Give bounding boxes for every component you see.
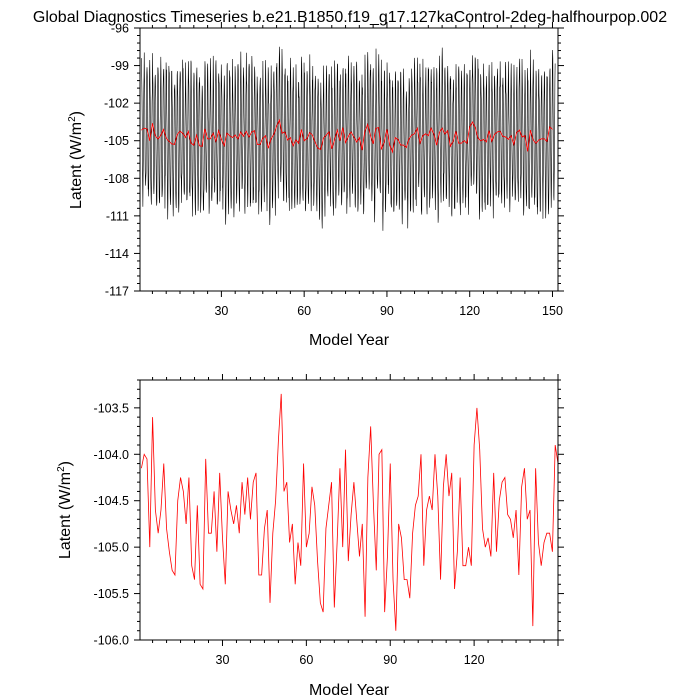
y-tick-label: -117: [105, 285, 129, 299]
top-x-ticks: 30 60 90 120 150: [151, 22, 563, 318]
y-tick-label: -114: [105, 247, 129, 261]
x-tick-label: 60: [299, 653, 313, 667]
top-annual-line: [141, 118, 553, 154]
top-x-axis-label: Model Year: [309, 332, 390, 349]
top-monthly-line: [141, 46, 556, 231]
top-annual-series: [141, 118, 553, 154]
x-tick-label: 90: [383, 653, 397, 667]
y-tick-label: -102: [104, 97, 129, 111]
x-tick-label: 60: [297, 304, 311, 318]
x-tick-label: 30: [216, 653, 230, 667]
y-tick-label: -105: [104, 134, 129, 148]
top-y-ticks: -117 -114 -111 -108 -105 -102 -99 -96: [104, 22, 564, 299]
y-tick-label: -99: [111, 59, 129, 73]
y-tick-label: -104.0: [94, 448, 129, 462]
x-tick-label: 90: [380, 304, 394, 318]
bottom-annual-line: [141, 393, 559, 631]
y-tick-label: -105.0: [94, 541, 129, 555]
bottom-x-axis-label: Model Year: [309, 682, 390, 699]
y-tick-label: -103.5: [94, 401, 129, 415]
bottom-y-ticks: -106.0 -105.5 -105.0 -104.5 -104.0 -103.5: [94, 379, 564, 648]
x-tick-label: 120: [459, 304, 480, 318]
top-monthly-series: [141, 46, 556, 231]
top-panel: 30 60 90 120 150 -117 -114 -111 -108 -105 -102 -99…: [67, 22, 564, 349]
top-plot-frame: [139, 27, 559, 292]
top-gridless-plot-area: [141, 46, 556, 231]
y-tick-label: -111: [106, 209, 129, 223]
y-tick-label: -104.5: [94, 494, 129, 508]
x-tick-label: 30: [214, 304, 228, 318]
y-tick-label: -106.0: [94, 634, 129, 648]
top-y-axis-label: Latent (W/m2): [67, 111, 85, 209]
y-tick-label: -108: [104, 172, 129, 186]
bottom-annual-series: [141, 393, 559, 631]
x-tick-label: 150: [542, 304, 563, 318]
bottom-panel: 30 60 90 120 -106.0 -105.5 -105.0 -104.5 -104.0…: [56, 374, 564, 699]
chart-title: Global Diagnostics Timeseries b.e21.B185…: [33, 9, 667, 26]
y-tick-label: -105.5: [94, 587, 129, 601]
bottom-y-axis-label: Latent (W/m2): [56, 461, 74, 559]
x-tick-label: 120: [464, 653, 485, 667]
y-tick-label: -96: [111, 22, 129, 36]
bottom-x-ticks: 30 60 90 120: [152, 374, 559, 667]
